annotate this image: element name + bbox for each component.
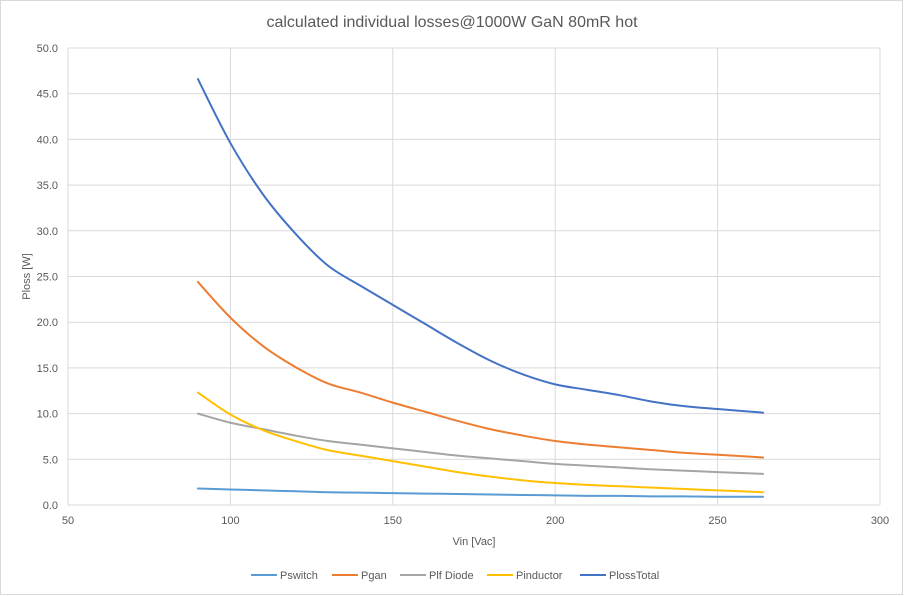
y-tick-label-8: 40.0 bbox=[37, 134, 58, 146]
series-line-plosstotal bbox=[196, 78, 765, 414]
x-tick-label-4: 250 bbox=[708, 515, 726, 527]
y-tick-label-3: 15.0 bbox=[37, 363, 58, 375]
y-tick-label-0: 0.0 bbox=[43, 500, 58, 512]
legend: Pswitch Pgan Plf Diode Pinductor PlossTotal bbox=[251, 570, 659, 582]
x-tick-label-5: 300 bbox=[871, 515, 889, 527]
y-tick-label-6: 30.0 bbox=[37, 226, 58, 238]
series-line-pswitch bbox=[196, 487, 765, 498]
grid-layer bbox=[67, 47, 881, 506]
y-axis-title: Ploss [W] bbox=[21, 253, 33, 299]
y-tick-label-7: 35.0 bbox=[37, 180, 58, 192]
legend-item-plosstotal: PlossTotal bbox=[580, 570, 659, 582]
series-layer bbox=[196, 78, 765, 498]
series-line-plf-diode bbox=[196, 412, 765, 475]
legend-label-pinductor: Pinductor bbox=[516, 570, 563, 582]
series-line-pgan bbox=[196, 280, 765, 459]
y-tick-label-9: 45.0 bbox=[37, 89, 58, 101]
y-tick-label-5: 25.0 bbox=[37, 272, 58, 284]
y-tick-label-10: 50.0 bbox=[37, 43, 58, 55]
x-tick-label-1: 100 bbox=[221, 515, 239, 527]
x-axis-title: Vin [Vac] bbox=[452, 536, 495, 548]
legend-item-pgan: Pgan bbox=[332, 570, 387, 582]
series-line-pinductor bbox=[196, 391, 765, 494]
legend-label-pgan: Pgan bbox=[361, 570, 387, 582]
y-tick-label-1: 5.0 bbox=[43, 454, 58, 466]
chart-title: calculated individual losses@1000W GaN 8… bbox=[266, 14, 638, 31]
tick-layer: 0.0 5.0 10.0 15.0 20.0 25.0 30.0 35.0 40.0 45.0 50… bbox=[37, 43, 890, 527]
x-tick-label-3: 200 bbox=[546, 515, 564, 527]
legend-item-plf-diode: Plf Diode bbox=[400, 570, 474, 582]
legend-label-plosstotal: PlossTotal bbox=[609, 570, 659, 582]
x-tick-label-2: 150 bbox=[384, 515, 402, 527]
legend-item-pswitch: Pswitch bbox=[251, 570, 318, 582]
legend-label-plf-diode: Plf Diode bbox=[429, 570, 474, 582]
legend-label-pswitch: Pswitch bbox=[280, 570, 318, 582]
legend-item-pinductor: Pinductor bbox=[487, 570, 563, 582]
y-tick-label-2: 10.0 bbox=[37, 409, 58, 421]
y-tick-label-4: 20.0 bbox=[37, 317, 58, 329]
x-tick-label-0: 50 bbox=[62, 515, 74, 527]
